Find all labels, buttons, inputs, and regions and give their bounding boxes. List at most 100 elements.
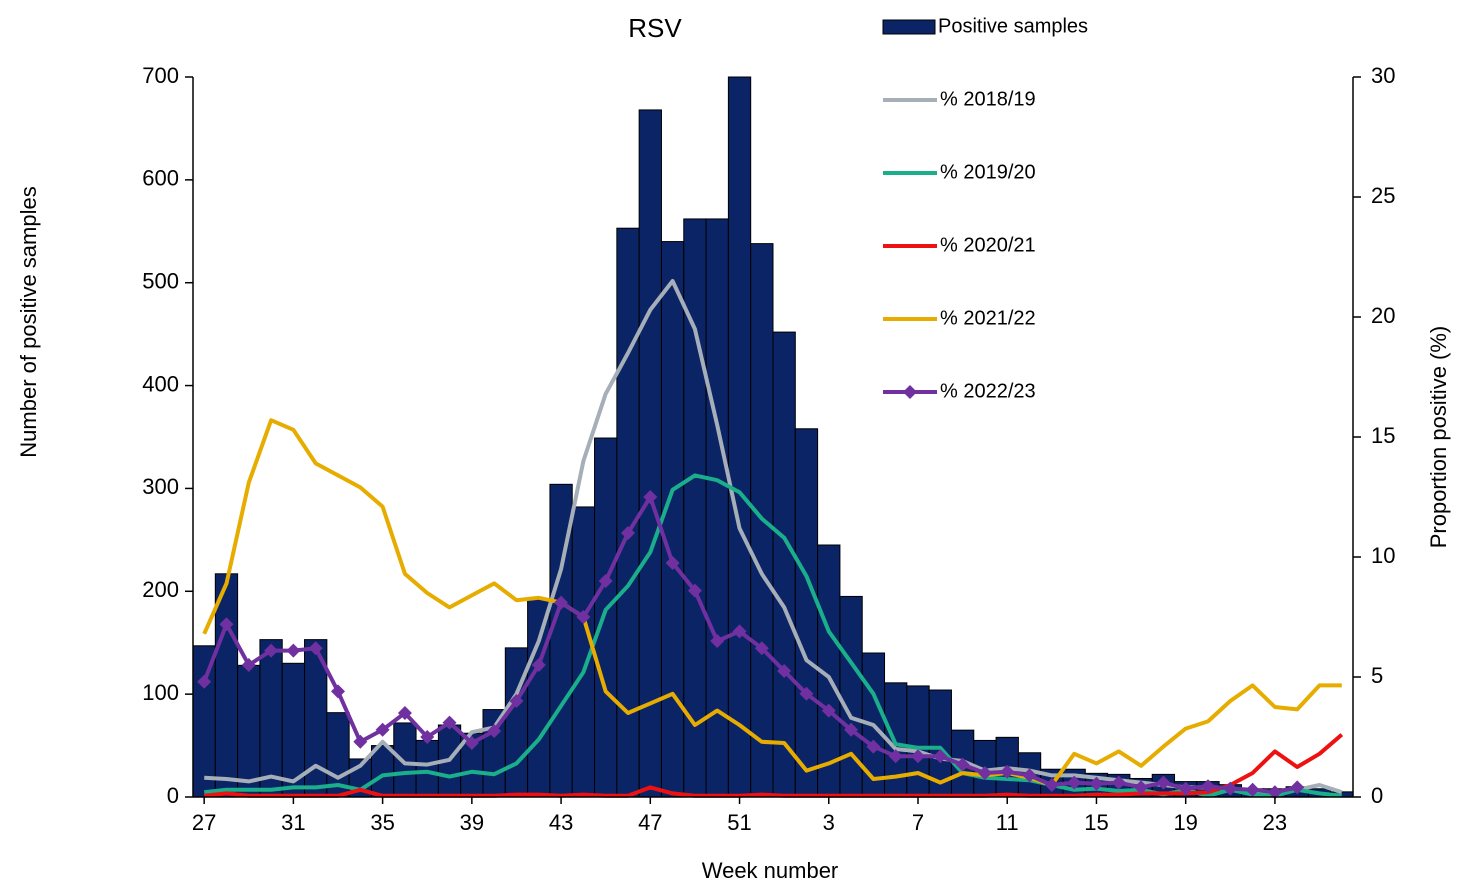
y-tick-label: 0 — [167, 783, 179, 808]
point-marker — [420, 730, 435, 744]
point-marker — [687, 583, 702, 598]
point-marker — [732, 624, 747, 639]
point-marker — [598, 574, 613, 588]
point-marker — [397, 706, 412, 720]
bar — [415, 739, 439, 798]
bar — [906, 685, 930, 798]
x-tick-label: 27 — [192, 810, 216, 835]
point-marker — [665, 556, 680, 570]
point-marker — [1044, 778, 1059, 792]
point-marker — [1223, 781, 1238, 796]
point-marker — [331, 684, 345, 699]
y2-tick-label: 30 — [1371, 63, 1395, 88]
bar — [504, 647, 529, 798]
bar — [772, 331, 796, 798]
point-marker — [353, 734, 368, 749]
point-marker — [1290, 780, 1305, 795]
point-marker — [375, 722, 390, 737]
y-tick-label: 600 — [142, 166, 179, 191]
point-marker — [643, 490, 658, 504]
bar — [638, 109, 662, 798]
y2-tick-label: 10 — [1371, 543, 1395, 568]
y2-tick-label: 15 — [1371, 423, 1395, 448]
x-axis-label: Week number — [702, 858, 839, 883]
x-tick-label: 7 — [912, 810, 924, 835]
point-marker — [777, 664, 792, 678]
x-tick-label: 39 — [460, 810, 484, 835]
point-marker — [844, 722, 859, 737]
x-tick-label: 35 — [370, 810, 394, 835]
x-tick-label: 19 — [1173, 810, 1197, 835]
point-marker — [264, 643, 279, 658]
point-marker — [1267, 785, 1282, 800]
bar — [594, 437, 618, 798]
point-marker — [531, 658, 546, 672]
y-axis-label: Number of positive samples — [16, 186, 41, 457]
point-marker — [576, 610, 591, 624]
legend-swatch — [882, 19, 936, 35]
y2-axis-label: Proportion positive (%) — [1426, 326, 1451, 549]
bar — [370, 745, 395, 798]
point-marker — [1022, 768, 1037, 783]
x-tick-label: 51 — [727, 810, 751, 835]
point-marker — [754, 641, 769, 656]
point-marker — [1178, 781, 1193, 796]
bar — [660, 241, 685, 798]
point-marker — [1089, 776, 1104, 791]
chart-title: RSV — [628, 13, 682, 43]
point-marker — [955, 757, 970, 772]
y-tick-label: 200 — [142, 577, 179, 602]
bar — [683, 218, 707, 798]
point-marker — [1134, 780, 1149, 795]
legend-marker — [903, 385, 917, 399]
x-tick-label: 15 — [1084, 810, 1108, 835]
point-marker — [1201, 779, 1215, 794]
y2-tick-label: 20 — [1371, 303, 1395, 328]
legend-label: Positive samples — [938, 15, 1088, 37]
point-marker — [933, 749, 948, 764]
y2-tick-label: 25 — [1371, 183, 1395, 208]
x-tick-label: 23 — [1263, 810, 1287, 835]
legend-label: % 2020/21 — [940, 234, 1036, 256]
x-tick-label: 31 — [281, 810, 305, 835]
point-marker — [487, 724, 502, 738]
bar — [192, 645, 216, 798]
point-marker — [442, 715, 457, 730]
point-marker — [710, 634, 725, 648]
point-marker — [286, 643, 301, 658]
point-marker — [1156, 775, 1171, 790]
point-marker — [866, 739, 881, 754]
point-marker — [554, 595, 569, 610]
point-marker — [241, 658, 256, 672]
point-marker — [1245, 782, 1260, 797]
legend-label: % 2019/20 — [940, 161, 1036, 183]
legend-label: % 2022/23 — [940, 380, 1036, 402]
bar — [794, 428, 819, 798]
x-tick-label: 43 — [549, 810, 573, 835]
x-tick-label: 47 — [638, 810, 662, 835]
line-series — [202, 418, 1342, 787]
y2-tick-label: 5 — [1371, 663, 1383, 688]
bar — [393, 722, 417, 798]
bar — [237, 664, 261, 798]
point-marker — [464, 736, 479, 750]
point-marker — [911, 749, 925, 764]
y-tick-label: 100 — [142, 680, 179, 705]
x-tick-label: 11 — [996, 810, 1019, 835]
point-marker — [1000, 764, 1015, 779]
legend-label: % 2021/22 — [940, 307, 1036, 329]
bar — [214, 573, 239, 798]
y2-tick-label: 0 — [1371, 783, 1383, 808]
y-tick-label: 500 — [142, 269, 179, 294]
point-marker — [1111, 775, 1126, 790]
point-marker — [219, 617, 234, 632]
point-marker — [1067, 775, 1082, 790]
legend-label: % 2018/19 — [940, 88, 1036, 110]
point-marker — [888, 749, 903, 764]
point-marker — [977, 766, 992, 780]
y-tick-label: 400 — [142, 371, 179, 396]
bar — [259, 639, 283, 798]
bar — [527, 599, 551, 798]
point-marker — [197, 674, 212, 689]
